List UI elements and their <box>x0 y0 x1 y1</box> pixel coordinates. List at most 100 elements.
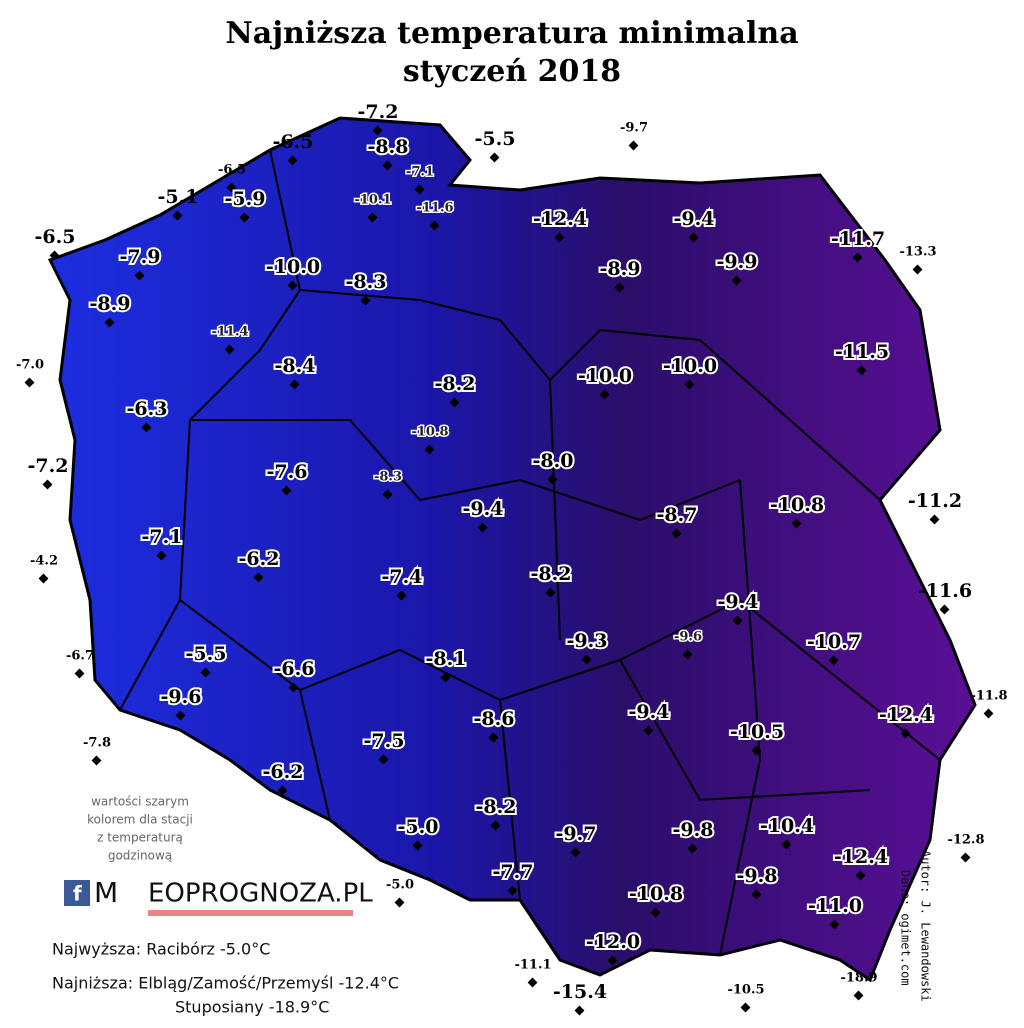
station-marker <box>440 672 451 683</box>
station-marker <box>42 479 53 490</box>
station-marker <box>134 270 145 281</box>
station-marker <box>900 728 911 739</box>
station-marker <box>751 889 762 900</box>
station-marker <box>554 232 565 243</box>
station-marker <box>200 667 211 678</box>
station-marker <box>614 282 625 293</box>
summary-highest: Najwyższa: Racibórz -5.0°C <box>52 940 270 959</box>
station-value: -6.5 <box>35 226 76 248</box>
station-marker <box>141 422 152 433</box>
station-value: -9.8 <box>737 865 778 887</box>
station-marker <box>429 220 440 231</box>
station-marker <box>507 885 518 896</box>
station-marker <box>490 820 501 831</box>
station-marker <box>628 140 639 151</box>
station-value: -7.5 <box>364 730 405 752</box>
station-value: -8.2 <box>435 373 476 395</box>
station-value: -7.9 <box>120 246 161 268</box>
station-value: -5.5 <box>475 128 516 150</box>
station-value: -8.8 <box>368 136 409 158</box>
summary-extra: Stuposiany -18.9°C <box>175 998 329 1017</box>
logo-text: EOPROGNOZA.PL <box>148 879 373 909</box>
station-value: -15.4 <box>553 981 607 1003</box>
station-value: -9.9 <box>717 251 758 273</box>
station-marker <box>38 573 49 584</box>
station-value: -7.1 <box>142 526 183 548</box>
station-value: -9.4 <box>629 701 670 723</box>
station-value: -8.1 <box>426 648 467 670</box>
station-value: -9.4 <box>674 208 715 230</box>
station-marker <box>570 847 581 858</box>
station-marker <box>791 518 802 529</box>
station-marker <box>912 264 923 275</box>
station-marker <box>239 212 250 223</box>
station-marker <box>488 732 499 743</box>
station-marker <box>24 377 35 388</box>
station-marker <box>687 843 698 854</box>
station-value: -9.6 <box>674 630 702 645</box>
station-value: -10.5 <box>730 721 784 743</box>
station-value: -10.7 <box>807 631 861 653</box>
station-value: -6.2 <box>239 548 280 570</box>
station-marker <box>175 710 186 721</box>
summary-lowest: Najniższa: Elbląg/Zamość/Przemyśl -12.4°… <box>52 974 399 993</box>
station-value: -5.0 <box>386 878 414 893</box>
station-value: -9.8 <box>673 819 714 841</box>
station-marker <box>226 182 237 193</box>
station-marker <box>581 654 592 665</box>
station-marker <box>489 152 500 163</box>
station-value: -6.6 <box>274 658 315 680</box>
station-value: -11.5 <box>835 341 889 363</box>
station-marker <box>172 210 183 221</box>
station-value: -10.5 <box>727 983 764 998</box>
station-value: -12.4 <box>879 704 933 726</box>
station-value: -9.7 <box>620 121 648 136</box>
station-value: -10.0 <box>578 365 632 387</box>
station-value: -7.4 <box>382 566 423 588</box>
station-marker <box>751 745 762 756</box>
author: Autor: J. Lewandowski <box>919 850 933 1002</box>
station-value: -7.2 <box>28 455 69 477</box>
station-marker <box>684 379 695 390</box>
station-value: -8.0 <box>533 450 574 472</box>
station-value: -10.4 <box>760 815 814 837</box>
station-marker <box>960 852 971 863</box>
station-value: -6.5 <box>273 131 314 153</box>
station-marker <box>477 522 488 533</box>
station-value: -7.0 <box>16 358 44 373</box>
station-value: -11.0 <box>808 895 862 917</box>
station-marker <box>939 604 950 615</box>
station-value: -10.0 <box>663 355 717 377</box>
station-marker <box>929 514 940 525</box>
station-marker <box>396 590 407 601</box>
station-marker <box>412 840 423 851</box>
station-value: -11.4 <box>211 325 248 340</box>
station-marker <box>599 389 610 400</box>
country-shape <box>47 116 977 983</box>
station-marker <box>156 550 167 561</box>
region-borders <box>119 149 941 956</box>
station-value: -12.0 <box>586 931 640 953</box>
station-marker <box>671 528 682 539</box>
station-value: -4.2 <box>30 554 58 569</box>
station-marker <box>527 977 538 988</box>
station-value: -7.8 <box>83 736 111 751</box>
station-marker <box>277 785 288 796</box>
station-value: -13.3 <box>899 245 936 260</box>
station-marker <box>253 572 264 583</box>
station-marker <box>983 708 994 719</box>
station-value: -9.7 <box>556 823 597 845</box>
station-value: -8.2 <box>531 563 572 585</box>
source: Dane: ogimet.com <box>899 870 913 986</box>
station-marker <box>288 682 299 693</box>
station-value: -10.0 <box>266 256 320 278</box>
station-value: -11.6 <box>918 580 972 602</box>
station-value: -18.9 <box>840 971 877 986</box>
station-value: -9.4 <box>463 498 504 520</box>
station-marker <box>545 587 556 598</box>
station-marker <box>360 295 371 306</box>
station-value: -10.8 <box>770 494 824 516</box>
station-value: -11.6 <box>416 201 453 216</box>
station-marker <box>74 668 85 679</box>
station-marker <box>394 897 405 908</box>
